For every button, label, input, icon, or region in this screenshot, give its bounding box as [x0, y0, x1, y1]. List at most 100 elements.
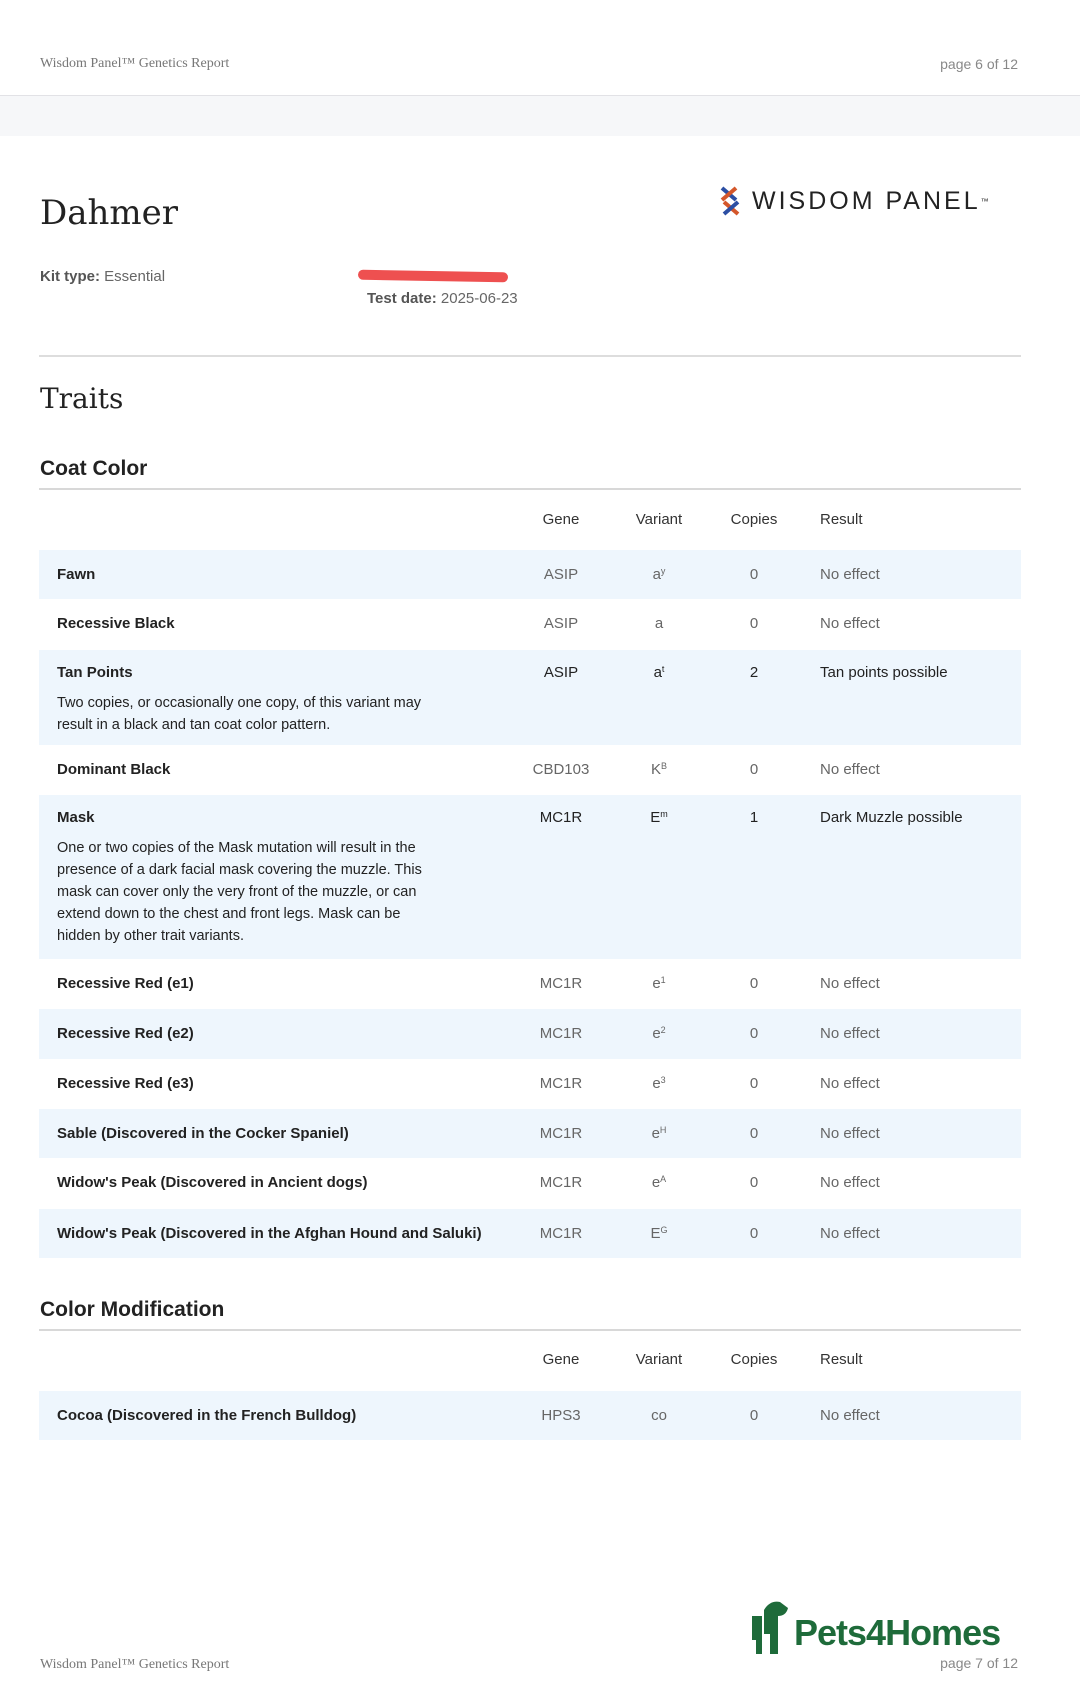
result-value: No effect [820, 1025, 880, 1042]
column-header-result: Result [820, 511, 863, 528]
copies-value: 0 [749, 1174, 759, 1191]
variant-base: E [650, 809, 661, 826]
gene-value: MC1R [539, 975, 583, 992]
dog-house-icon [752, 1601, 788, 1654]
table-row: Cocoa (Discovered in the French Bulldog)… [39, 1391, 1021, 1440]
logo-text: WISDOM PANEL [752, 186, 981, 215]
trait-name: Dominant Black [57, 761, 171, 778]
column-header-result: Result [820, 1351, 863, 1368]
color-modification-heading: Color Modification [40, 1298, 225, 1321]
result-value: No effect [820, 1225, 880, 1242]
column-header-copies: Copies [730, 511, 778, 528]
variant-value: e2 [599, 1025, 719, 1042]
dog-name: Dahmer [40, 193, 179, 233]
pets4homes-watermark: Pets4Homes [748, 1600, 1001, 1654]
helix-icon [720, 186, 740, 216]
variant-value: e1 [599, 975, 719, 992]
gene-value: MC1R [539, 1125, 583, 1142]
gene-value: CBD103 [532, 761, 590, 778]
test-date-label: Test date: [367, 290, 437, 307]
trait-name: Recessive Red (e1) [57, 975, 194, 992]
section-title: Traits [40, 382, 124, 415]
variant-value: Em [599, 809, 719, 826]
test-date: Test date: 2025-06-23 [367, 290, 518, 307]
copies-value: 0 [749, 615, 759, 632]
copies-value: 0 [749, 1025, 759, 1042]
table-row: Widow's Peak (Discovered in Ancient dogs… [39, 1158, 1021, 1209]
variant-value: co [599, 1407, 719, 1424]
trait-name: Sable (Discovered in the Cocker Spaniel) [57, 1125, 349, 1142]
variant-superscript: B [661, 761, 668, 771]
copies-value: 2 [749, 664, 759, 681]
variant-base: a [654, 615, 664, 632]
gene-value: MC1R [539, 1025, 583, 1042]
variant-value: EG [599, 1225, 719, 1242]
variant-superscript: m [660, 809, 668, 819]
variant-base: co [651, 1407, 667, 1424]
gene-value: ASIP [543, 664, 579, 681]
column-header-copies: Copies [730, 1351, 778, 1368]
trait-name: Widow's Peak (Discovered in Ancient dogs… [57, 1174, 368, 1191]
coat-color-heading: Coat Color [40, 457, 148, 480]
heading-rule [39, 488, 1021, 490]
variant-value: eA [599, 1174, 719, 1191]
gene-value: ASIP [543, 566, 579, 583]
divider [39, 355, 1021, 357]
gene-value: MC1R [539, 1075, 583, 1092]
column-header-gene: Gene [542, 511, 580, 528]
trait-description: Two copies, or occasionally one copy, of… [57, 695, 422, 733]
result-value: No effect [820, 1407, 880, 1424]
trait-description: One or two copies of the Mask mutation w… [57, 840, 422, 944]
trait-name: Tan Points [57, 664, 133, 681]
logo-tm: ™ [980, 196, 989, 206]
copies-value: 0 [749, 761, 759, 778]
variant-superscript: A [660, 1174, 667, 1184]
copies-value: 0 [749, 566, 759, 583]
variant-base: K [650, 761, 661, 778]
variant-value: KB [599, 761, 719, 778]
variant-base: e [651, 1174, 661, 1191]
copies-value: 0 [749, 1225, 759, 1242]
result-value: No effect [820, 761, 880, 778]
variant-base: a [653, 664, 662, 681]
variant-superscript: H [659, 1125, 667, 1135]
copies-value: 0 [749, 1075, 759, 1092]
variant-superscript: G [660, 1225, 668, 1235]
page-header [0, 0, 1080, 96]
variant-value: a [599, 615, 719, 632]
footer-report-title: Wisdom Panel™ Genetics Report [40, 1657, 230, 1672]
table-row: Recessive Red (e2) MC1R e2 0 No effect [39, 1009, 1021, 1059]
page-gap [0, 96, 1080, 136]
table-row: Mask One or two copies of the Mask mutati… [39, 795, 1021, 959]
table-row: Widow's Peak (Discovered in the Afghan H… [39, 1209, 1021, 1258]
redaction-mark [357, 269, 509, 283]
variant-value: at [599, 664, 719, 681]
variant-value: eH [599, 1125, 719, 1142]
heading-rule [39, 1329, 1021, 1331]
table-row: Recessive Black ASIP a 0 No effect [39, 599, 1021, 650]
gene-value: MC1R [539, 809, 583, 826]
table-row: Sable (Discovered in the Cocker Spaniel)… [39, 1109, 1021, 1158]
result-value: No effect [820, 566, 880, 583]
variant-base: a [652, 566, 661, 583]
trait-name: Cocoa (Discovered in the French Bulldog) [57, 1407, 357, 1424]
result-value: No effect [820, 1075, 880, 1092]
gene-value: MC1R [539, 1174, 583, 1191]
wisdom-panel-logo: WISDOM PANEL ™ [718, 186, 989, 216]
table-row: Recessive Red (e3) MC1R e3 0 No effect [39, 1059, 1021, 1109]
gene-value: ASIP [543, 615, 579, 632]
variant-base: E [650, 1225, 661, 1242]
footer-page-number: page 7 of 12 [940, 1655, 1018, 1671]
copies-value: 0 [749, 1407, 759, 1424]
trait-name: Fawn [57, 566, 96, 583]
variant-superscript: y [660, 566, 666, 576]
variant-value: e3 [599, 1075, 719, 1092]
copies-value: 0 [749, 1125, 759, 1142]
gene-value: MC1R [539, 1225, 583, 1242]
table-row: Fawn ASIP ay 0 No effect [39, 550, 1021, 599]
result-value: Dark Muzzle possible [820, 809, 963, 826]
kit-label: Kit type: [40, 268, 100, 285]
kit-value: Essential [104, 268, 166, 285]
trait-name: Recessive Red (e3) [57, 1075, 194, 1092]
variant-superscript: 1 [660, 975, 666, 985]
